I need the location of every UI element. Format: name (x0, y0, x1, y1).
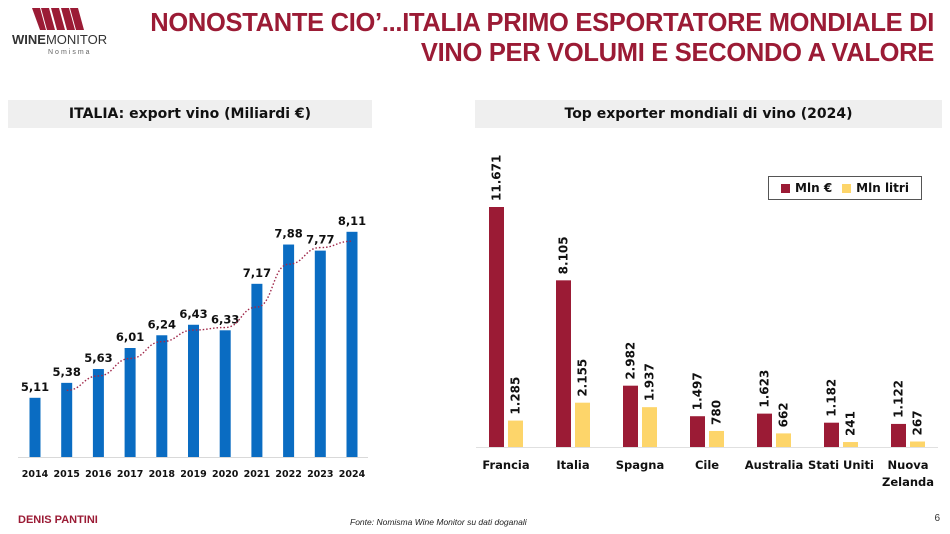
data-label-stati-uniti-volume: 241 (844, 411, 858, 436)
x-tick-2019: 2019 (180, 469, 206, 480)
data-label-2014: 5,11 (21, 380, 49, 394)
x-tick-2015: 2015 (53, 469, 79, 480)
x-tick-2024: 2024 (339, 469, 366, 480)
data-label-francia-value: 11.671 (490, 155, 504, 201)
bar-2019 (188, 324, 199, 457)
data-label-italia-volume: 2.155 (576, 359, 590, 397)
data-label-2023: 7,77 (306, 233, 334, 247)
data-label-2022: 7,88 (274, 227, 302, 241)
bar-2017 (124, 347, 136, 457)
logo-brand-bold: WINE (12, 32, 46, 47)
data-label-nuova-zelanda-volume: 267 (911, 410, 925, 435)
data-label-spagna-value: 2.982 (624, 342, 638, 380)
data-label-cile-volume: 780 (710, 400, 724, 425)
bar-australia-volume (776, 433, 791, 447)
data-label-cile-value: 1.497 (691, 372, 705, 410)
data-label-2024: 8,11 (338, 214, 366, 228)
data-label-australia-value: 1.623 (758, 370, 772, 408)
bar-italia-value (556, 280, 571, 447)
slide-title-line-1: NONOSTANTE CIO’...ITALIA PRIMO ESPORTATO… (150, 9, 934, 37)
slide-title-line-2: VINO PER VOLUMI E SECONDO A VALORE (420, 39, 934, 67)
bar-2020 (219, 330, 231, 457)
x-tick-2023: 2023 (307, 469, 333, 480)
bar-spagna-value (623, 385, 638, 447)
trendline-moving-average (66, 240, 353, 392)
x-tick-2022: 2022 (275, 469, 301, 480)
x-tick-2016: 2016 (85, 469, 112, 480)
logo-brand-light: MONITOR (45, 32, 108, 47)
bar-cile-value (690, 416, 705, 447)
bar-francia-value (489, 207, 504, 447)
data-label-2020: 6,33 (211, 312, 239, 326)
x-tick-stati-uniti: Stati Uniti (808, 458, 874, 472)
page-number: 6 (934, 513, 940, 524)
bar-australia-value (757, 413, 772, 447)
data-label-2016: 5,63 (84, 351, 112, 365)
bar-nuova-zelanda-value (891, 423, 906, 447)
data-label-australia-volume: 662 (777, 402, 791, 427)
bar-stati-uniti-value (824, 422, 839, 447)
bar-2023 (314, 250, 326, 457)
data-label-stati-uniti-value: 1.182 (825, 379, 839, 417)
x-tick-cile: Cile (695, 458, 719, 472)
legend-label-volume: Mln litri (856, 181, 909, 195)
right-chart-title: Top exporter mondiali di vino (2024) (475, 100, 942, 128)
data-label-2019: 6,43 (179, 307, 207, 321)
legend-swatch-volume (842, 183, 852, 193)
bar-cile-volume (709, 430, 724, 447)
bar-2022 (283, 244, 295, 457)
legend-item-value: Mln € (781, 177, 832, 199)
footer-source: Fonte: Nomisma Wine Monitor su dati doga… (350, 517, 527, 527)
data-label-2017: 6,01 (116, 330, 144, 344)
legend-swatch-value (781, 183, 791, 193)
legend-label-value: Mln € (795, 181, 833, 195)
x-tick-australia: Australia (745, 458, 804, 472)
x-tick-2018: 2018 (149, 469, 176, 480)
bar-francia-volume (508, 420, 523, 447)
bar-nuova-zelanda-volume (910, 441, 925, 447)
x-tick-2021: 2021 (244, 469, 270, 480)
logo-subtitle: Nomisma (48, 49, 92, 56)
data-label-2021: 7,17 (243, 266, 271, 280)
bar-2018 (156, 335, 168, 457)
bar-2024 (346, 231, 358, 457)
wine-monitor-logo: WINEMONITOR Nomisma (12, 8, 122, 58)
footer-author: DENIS PANTINI (18, 514, 98, 526)
data-label-italia-value: 8.105 (557, 236, 571, 274)
top-exporters-chart: 11.671 1.285 Francia 8.105 2.155 Italia 2.982 1… (476, 155, 938, 489)
data-label-2018: 6,24 (148, 317, 176, 331)
data-label-spagna-volume: 1.937 (643, 363, 657, 401)
legend-item-volume: Mln litri (842, 177, 909, 199)
bar-stati-uniti-volume (843, 442, 858, 447)
wine-monitor-logo-icon (32, 8, 84, 30)
slide-title: NONOSTANTE CIO’...ITALIA PRIMO ESPORTATO… (134, 8, 934, 68)
left-chart-title: ITALIA: export vino (Miliardi €) (8, 100, 372, 128)
logo-wordmark: WINEMONITOR (12, 32, 107, 47)
bar-italia-volume (575, 402, 590, 447)
bar-spagna-volume (642, 407, 657, 447)
x-tick-italia: Italia (556, 458, 589, 472)
x-tick-2017: 2017 (117, 469, 143, 480)
x-tick-nuova-zelanda-line-2: Zelanda (882, 475, 934, 489)
x-tick-2020: 2020 (212, 469, 239, 480)
data-label-2015: 5,38 (53, 365, 81, 379)
data-label-francia-volume: 1.285 (509, 377, 523, 415)
italy-export-chart: 5,11 2014 5,38 2015 5,63 2016 6,01 2017 6,24 2018… (18, 214, 368, 480)
chart-legend: Mln € Mln litri (768, 176, 922, 200)
bar-2021 (251, 283, 263, 457)
bar-2015 (61, 382, 73, 457)
x-tick-francia: Francia (482, 458, 529, 472)
bar-2016 (92, 369, 104, 457)
bar-2014 (29, 397, 41, 457)
x-tick-spagna: Spagna (616, 458, 664, 472)
x-tick-2014: 2014 (22, 469, 49, 480)
data-label-nuova-zelanda-value: 1.122 (892, 380, 906, 418)
x-tick-nuova-zelanda-line-1: Nuova (888, 458, 929, 472)
